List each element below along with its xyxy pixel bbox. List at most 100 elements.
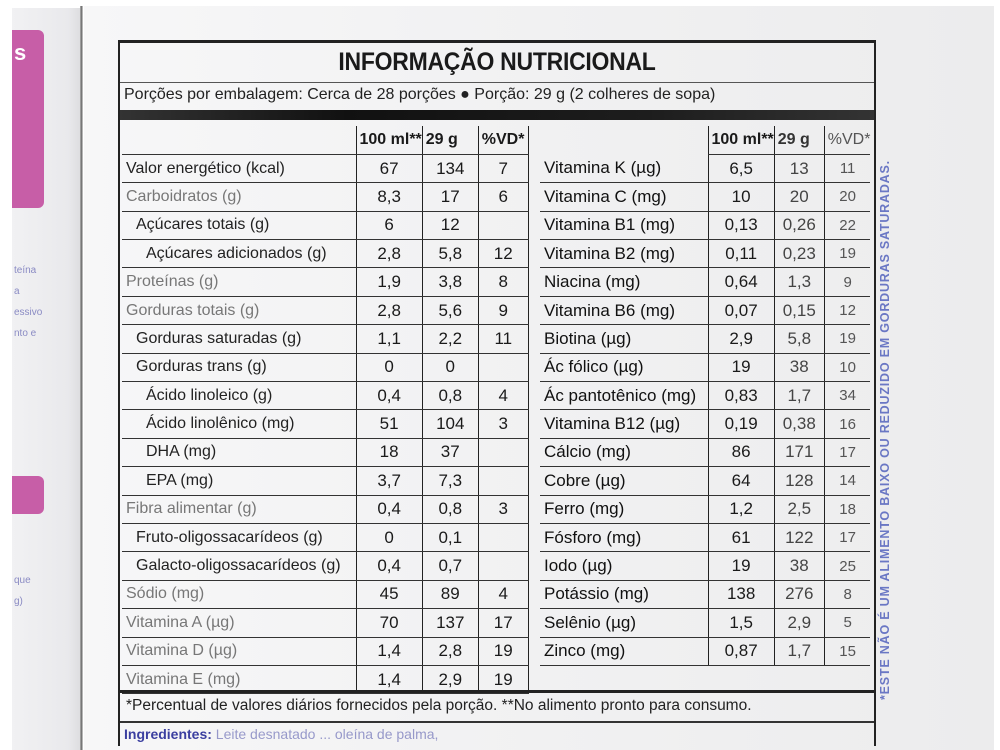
value-per-portion: 5,8: [773, 324, 825, 354]
table-row: Vitamina B12 (µg) 0,19 0,38 16: [540, 409, 871, 439]
header-per-portion: 29 g: [773, 126, 825, 155]
value-per-portion: 128: [773, 466, 825, 496]
side-fragment: teína: [14, 265, 37, 276]
side-fragment: g): [14, 596, 23, 607]
value-vd: 19: [823, 324, 871, 354]
value-per-portion: 0,23: [773, 239, 825, 269]
value-vd: 9: [823, 267, 871, 297]
value-vd: 8: [477, 267, 529, 297]
table-row: Vitamina C (mg) 10 20 20: [540, 182, 871, 212]
value-per-portion: 104: [421, 409, 479, 439]
value-per-100ml: 61: [707, 523, 775, 553]
value-vd: [477, 523, 529, 553]
value-per-portion: 137: [421, 608, 479, 638]
nutrient-name: Açúcares totais (g): [122, 211, 356, 241]
nutrient-name: Iodo (µg): [540, 551, 708, 581]
value-per-100ml: 64: [707, 466, 775, 496]
value-per-portion: 20: [773, 182, 825, 212]
value-per-100ml: 1,9: [355, 267, 423, 297]
table-row: Gorduras trans (g) 0 0: [122, 353, 529, 383]
table-row: DHA (mg) 18 37: [122, 438, 529, 468]
table-row: EPA (mg) 3,7 7,3: [122, 466, 529, 496]
divider: [120, 721, 874, 723]
table-row: Galacto-oligossacarídeos (g) 0,4 0,7: [122, 551, 529, 581]
value-vd: 12: [823, 296, 871, 326]
table-row: Vitamina B6 (mg) 0,07 0,15 12: [540, 296, 871, 326]
table-header-row: 100 ml** 29 g %VD*: [540, 126, 871, 155]
header-per-portion: 29 g: [421, 126, 479, 155]
table-row: Vitamina D (µg) 1,4 2,8 19: [122, 637, 529, 666]
ingredients-text: Leite desnatado ... oleína de palma,: [215, 726, 439, 742]
table-row: Cálcio (mg) 86 171 17: [540, 438, 871, 468]
header-vd: %VD*: [823, 126, 871, 155]
value-per-100ml: 19: [707, 551, 775, 581]
value-per-100ml: 3,7: [355, 466, 423, 496]
nutrient-name: Fósforo (mg): [540, 523, 708, 553]
value-vd: 8: [823, 580, 871, 610]
value-vd: 12: [477, 239, 529, 269]
value-per-100ml: 6,5: [707, 154, 775, 184]
side-fragment: nto e: [14, 328, 37, 339]
value-vd: 18: [823, 495, 871, 524]
value-per-portion: 1,7: [773, 637, 825, 666]
value-per-portion: 1,3: [773, 267, 825, 297]
value-per-100ml: 138: [707, 580, 775, 610]
value-per-portion: 2,5: [773, 495, 825, 524]
value-vd: 22: [823, 211, 871, 241]
value-per-portion: 13: [773, 154, 825, 184]
table-row: Ác pantotênico (mg) 0,83 1,7 34: [540, 381, 871, 411]
value-vd: [477, 438, 529, 468]
nutrient-name: Açúcares adicionados (g): [122, 239, 356, 269]
value-per-100ml: 0,64: [707, 267, 775, 297]
nutrient-name: Vitamina C (mg): [540, 182, 708, 212]
value-vd: 5: [823, 608, 871, 638]
ingredients-label: Ingredientes:: [124, 726, 212, 742]
package-fold: [80, 6, 83, 750]
value-per-portion: 12: [421, 211, 479, 241]
nutrient-name: Cálcio (mg): [540, 438, 708, 468]
value-per-portion: 2,2: [421, 324, 479, 354]
value-per-100ml: 2,8: [355, 296, 423, 326]
nutrient-name: Niacina (mg): [540, 267, 708, 297]
value-vd: 10: [823, 353, 871, 383]
value-vd: [477, 353, 529, 383]
value-per-100ml: 0,83: [707, 381, 775, 411]
value-per-portion: 37: [421, 438, 479, 468]
nutrient-name: Ác pantotênico (mg): [540, 381, 708, 411]
nutrient-name: EPA (mg): [122, 466, 356, 496]
table-row: Fruto-oligossacarídeos (g) 0 0,1: [122, 523, 529, 553]
nutrition-label-frame: [118, 40, 876, 746]
divider: [120, 82, 874, 83]
nutrient-name: Zinco (mg): [540, 637, 708, 666]
servings-line: Porções por embalagem: Cerca de 28 porçõ…: [124, 86, 716, 103]
value-per-100ml: 0,4: [355, 495, 423, 524]
value-per-100ml: 0,19: [707, 409, 775, 439]
pink-label-tab: [12, 30, 44, 208]
nutrient-name: Vitamina E (mg): [122, 665, 356, 695]
pink-tab-letter: s: [14, 40, 27, 65]
value-per-100ml: 0,4: [355, 551, 423, 581]
value-vd: 17: [477, 608, 529, 638]
value-vd: 19: [823, 239, 871, 269]
table-row: Ácido linoleico (g) 0,4 0,8 4: [122, 381, 529, 411]
value-per-portion: 134: [421, 154, 479, 184]
table-row: Ferro (mg) 1,2 2,5 18: [540, 495, 871, 524]
side-text-fragments: teína a essivo nto e: [14, 260, 42, 344]
value-vd: 25: [823, 551, 871, 581]
value-vd: 19: [477, 637, 529, 666]
value-per-portion: 0: [421, 353, 479, 383]
value-vd: 4: [477, 580, 529, 610]
table-row: Fibra alimentar (g) 0,4 0,8 3: [122, 495, 529, 524]
table-row: Potássio (mg) 138 276 8: [540, 580, 871, 610]
nutrient-name: Gorduras trans (g): [122, 353, 356, 383]
value-per-portion: 2,9: [421, 665, 479, 695]
table-row: Biotina (µg) 2,9 5,8 19: [540, 324, 871, 354]
table-row: Vitamina A (µg) 70 137 17: [122, 608, 529, 638]
table-row: Selênio (µg) 1,5 2,9 5: [540, 608, 871, 638]
nutrient-name: Vitamina D (µg): [122, 637, 356, 666]
table-row: Gorduras saturadas (g) 1,1 2,2 11: [122, 324, 529, 354]
value-per-portion: 5,8: [421, 239, 479, 269]
table-row: Valor energético (kcal) 67 134 7: [122, 154, 529, 184]
side-fragment: a: [14, 286, 20, 297]
value-per-100ml: 1,4: [355, 665, 423, 695]
